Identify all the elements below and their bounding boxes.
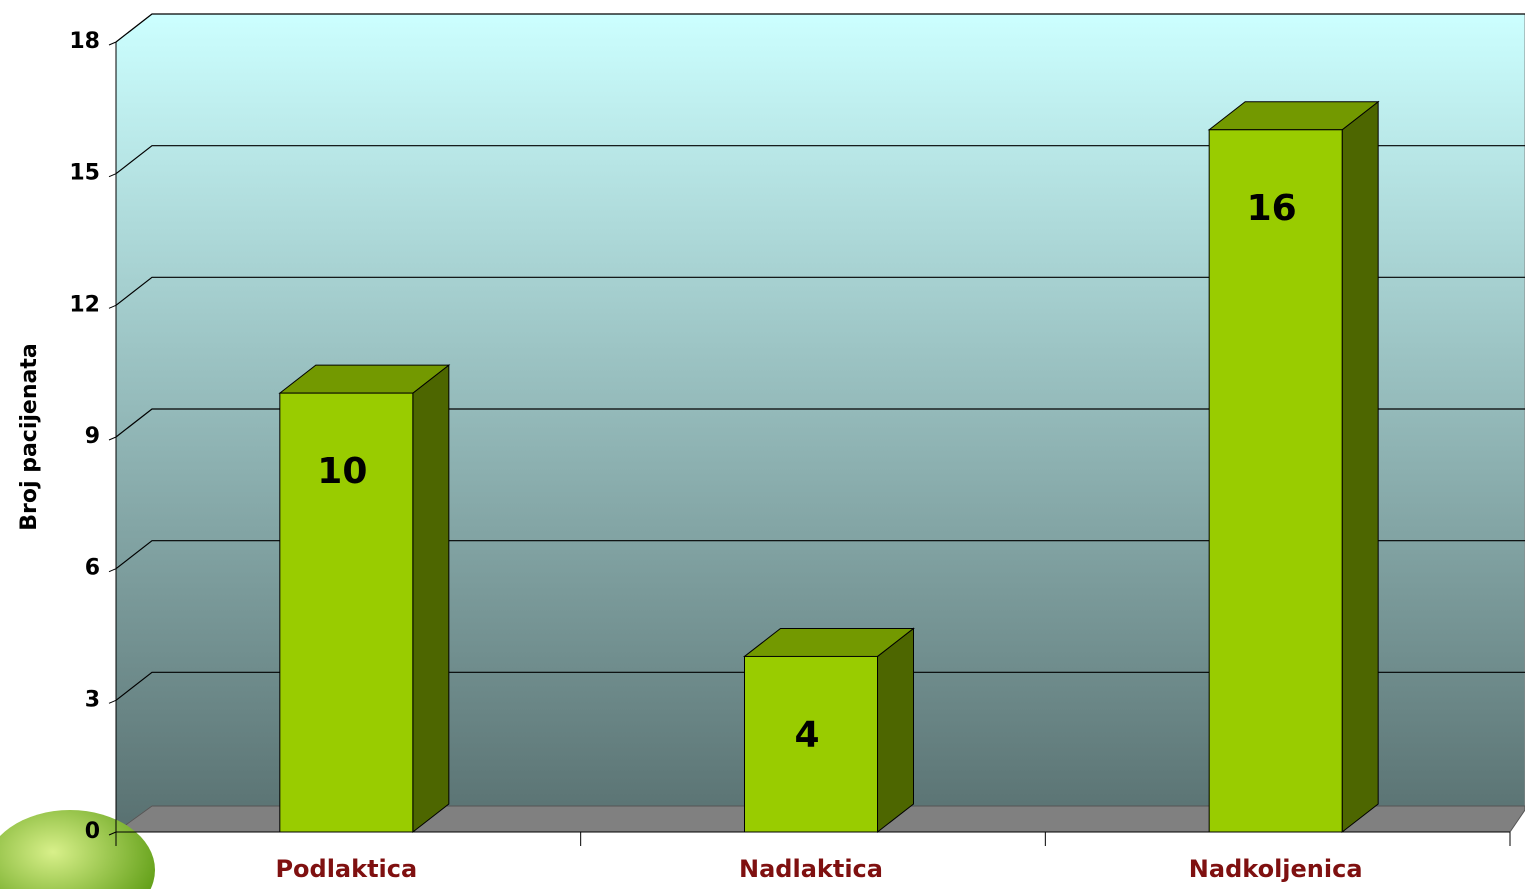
grid-line: [115, 671, 1525, 701]
grid-line: [115, 408, 1525, 438]
data-label: 4: [794, 714, 819, 755]
bar-side: [877, 627, 914, 834]
data-label: 10: [317, 451, 367, 492]
y-tick: [108, 41, 117, 46]
bar-side: [1341, 100, 1379, 834]
y-tick: [108, 173, 117, 178]
y-tick: [108, 304, 117, 309]
y-tick-label: 18: [69, 29, 100, 54]
data-label: 16: [1247, 188, 1297, 229]
bar-side: [412, 364, 450, 834]
y-tick-label: 6: [85, 556, 100, 581]
grid-line: [115, 276, 1525, 306]
y-tick-label: 12: [69, 292, 100, 317]
y-tick-label: 15: [69, 161, 100, 186]
grid-line: [115, 13, 1525, 43]
y-tick: [108, 436, 117, 441]
bar: [279, 392, 414, 833]
y-tick-label: 0: [85, 819, 100, 844]
x-tick-label: Nadkoljenica: [1189, 855, 1363, 883]
y-axis-title: Broj pacijenata: [17, 343, 42, 530]
x-tick-label: Podlaktica: [275, 855, 417, 883]
grid-line: [115, 540, 1525, 570]
y-tick: [108, 831, 117, 836]
y-tick: [108, 568, 117, 573]
bar: [1208, 129, 1343, 833]
bar: [744, 655, 878, 833]
x-tick-label: Nadlaktica: [739, 855, 883, 883]
y-tick: [108, 699, 117, 704]
grid-line: [115, 145, 1525, 175]
y-tick-label: 3: [85, 687, 100, 712]
y-tick-label: 9: [85, 424, 100, 449]
